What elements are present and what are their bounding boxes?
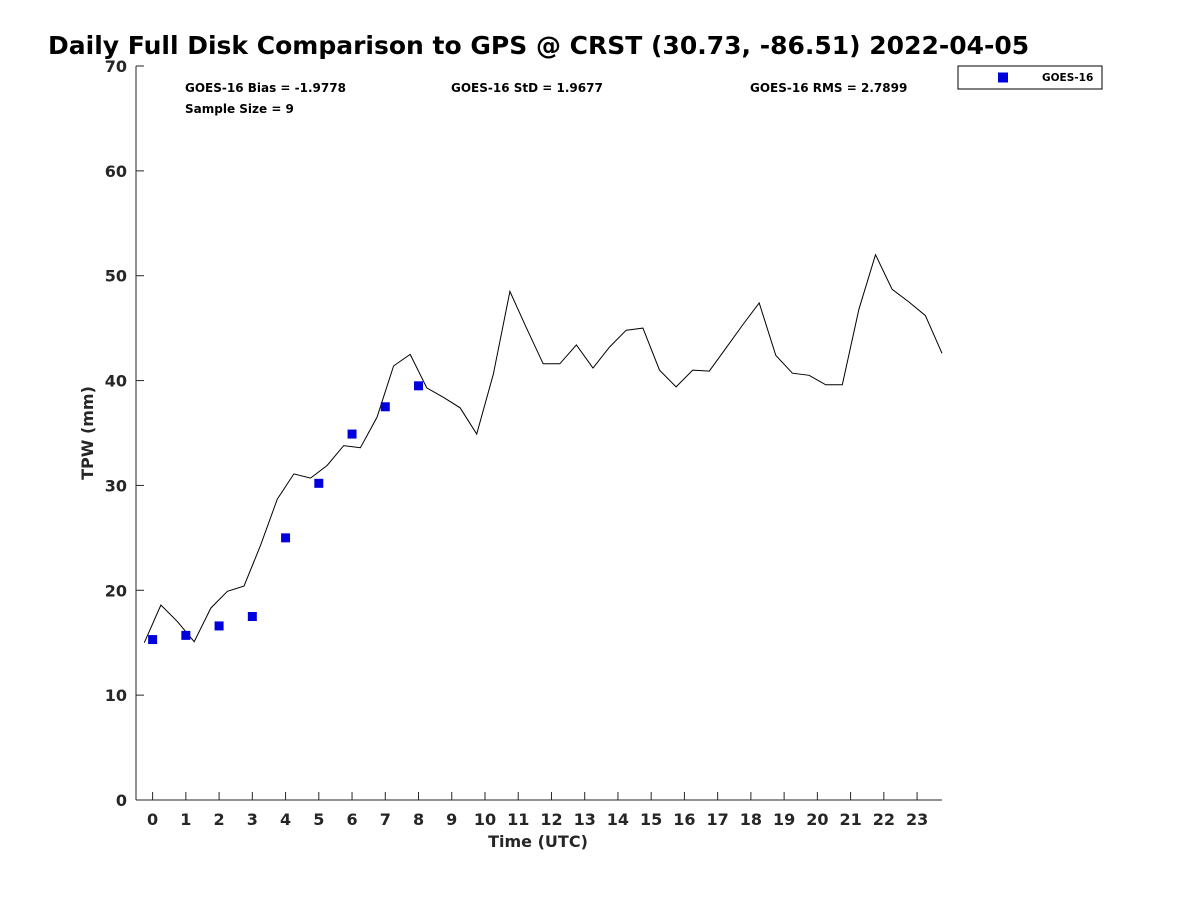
legend-label: GOES-16 xyxy=(1042,72,1093,84)
x-tick-label: 22 xyxy=(873,810,895,829)
gps-series xyxy=(143,253,943,643)
x-tick-label: 2 xyxy=(214,810,225,829)
x-tick-label: 1 xyxy=(180,810,191,829)
goes16-point xyxy=(380,402,390,412)
y-tick-label: 60 xyxy=(105,162,127,181)
x-tick-label: 16 xyxy=(673,810,695,829)
x-tick-label: 19 xyxy=(773,810,795,829)
y-tick-label: 20 xyxy=(105,581,127,600)
y-tick-label: 10 xyxy=(105,686,127,705)
goes16-point xyxy=(414,381,424,391)
y-tick-label: 0 xyxy=(116,791,127,810)
std-stat: GOES-16 StD = 1.9677 xyxy=(451,81,603,95)
x-tick-label: 8 xyxy=(413,810,424,829)
x-tick-label: 23 xyxy=(906,810,928,829)
x-tick-label: 6 xyxy=(346,810,357,829)
x-tick-label: 14 xyxy=(607,810,629,829)
x-tick-label: 0 xyxy=(147,810,158,829)
x-axis-label: Time (UTC) xyxy=(488,832,588,851)
goes16-point xyxy=(148,635,158,645)
goes16-point xyxy=(247,612,257,621)
x-tick-label: 21 xyxy=(839,810,861,829)
sample-size-stat: Sample Size = 9 xyxy=(185,102,294,116)
x-ticks: 0 1 2 3 4 5 6 7 8 9 10 11 12 13 14 15 16 17 18 19 20 21 22 23 xyxy=(147,792,928,829)
x-tick-label: 5 xyxy=(313,810,324,829)
y-tick-label: 30 xyxy=(105,476,127,495)
x-tick-label: 15 xyxy=(640,810,662,829)
goes16-series xyxy=(148,381,424,645)
chart-title: Daily Full Disk Comparison to GPS @ CRST… xyxy=(48,31,1029,60)
legend: GOES-16 xyxy=(957,65,1103,90)
x-tick-label: 20 xyxy=(806,810,828,829)
y-axis-label: TPW (mm) xyxy=(78,386,97,480)
axes xyxy=(135,66,942,801)
x-tick-label: 11 xyxy=(507,810,529,829)
x-tick-label: 4 xyxy=(280,810,291,829)
x-tick-label: 9 xyxy=(446,810,457,829)
goes16-point xyxy=(214,621,224,631)
bias-stat: GOES-16 Bias = -1.9778 xyxy=(185,81,346,95)
rms-stat: GOES-16 RMS = 2.7899 xyxy=(750,81,907,95)
x-tick-label: 18 xyxy=(740,810,762,829)
goes16-point xyxy=(181,630,191,640)
goes16-point xyxy=(281,533,291,543)
legend-marker xyxy=(998,72,1008,83)
goes16-point xyxy=(347,429,357,439)
y-tick-label: 40 xyxy=(105,372,127,391)
y-ticks: 0 10 20 30 40 50 60 70 xyxy=(105,57,144,810)
x-tick-label: 3 xyxy=(247,810,258,829)
x-tick-label: 12 xyxy=(540,810,562,829)
goes16-point xyxy=(314,478,324,488)
x-tick-label: 7 xyxy=(380,810,391,829)
y-tick-label: 50 xyxy=(105,267,127,286)
legend-box xyxy=(957,65,1103,90)
y-tick-label: 70 xyxy=(105,57,127,76)
x-tick-label: 17 xyxy=(707,810,729,829)
x-tick-label: 10 xyxy=(474,810,496,829)
x-tick-label: 13 xyxy=(574,810,596,829)
gps-line xyxy=(143,253,943,643)
